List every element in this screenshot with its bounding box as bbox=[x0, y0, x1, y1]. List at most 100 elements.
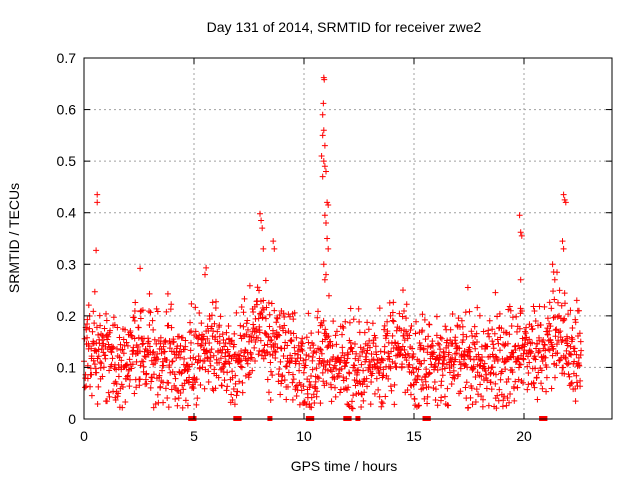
data-point bbox=[326, 361, 333, 368]
data-point bbox=[297, 355, 304, 362]
data-point bbox=[228, 391, 235, 398]
data-point bbox=[274, 344, 281, 351]
data-point bbox=[181, 367, 188, 374]
data-point bbox=[377, 348, 384, 355]
data-point bbox=[463, 379, 470, 386]
data-point bbox=[568, 351, 575, 358]
data-point bbox=[301, 398, 308, 405]
data-point bbox=[197, 342, 204, 349]
data-point bbox=[476, 312, 483, 319]
data-point bbox=[438, 378, 445, 385]
data-point bbox=[288, 336, 295, 343]
data-point bbox=[436, 341, 443, 348]
data-point bbox=[497, 376, 504, 383]
data-point bbox=[323, 380, 330, 387]
data-point bbox=[472, 333, 479, 340]
data-point bbox=[468, 328, 475, 335]
data-point bbox=[548, 305, 555, 312]
data-point bbox=[382, 393, 389, 400]
data-point bbox=[369, 320, 376, 327]
axis-ticks: 0 0.1 0.2 0.3 0.4 0.5 0.6 0.7 0 5 10 15 20 bbox=[57, 50, 612, 444]
data-point bbox=[165, 322, 172, 329]
data-point bbox=[462, 361, 469, 368]
data-point bbox=[561, 370, 568, 377]
data-point bbox=[324, 199, 331, 206]
data-point bbox=[511, 397, 518, 404]
data-point bbox=[156, 372, 163, 379]
data-point bbox=[450, 361, 457, 368]
data-point bbox=[122, 326, 129, 333]
data-point bbox=[310, 391, 317, 398]
data-point bbox=[472, 374, 479, 381]
data-point bbox=[339, 344, 346, 351]
data-point bbox=[254, 284, 261, 291]
data-point bbox=[111, 321, 118, 328]
y-tick-label: 0.2 bbox=[57, 308, 77, 324]
data-point bbox=[231, 330, 238, 337]
data-point bbox=[269, 327, 276, 334]
data-point bbox=[212, 298, 219, 305]
data-point bbox=[536, 347, 543, 354]
data-point bbox=[459, 323, 466, 330]
data-point bbox=[412, 330, 419, 337]
data-point bbox=[276, 332, 283, 339]
data-point bbox=[543, 388, 550, 395]
data-point bbox=[390, 318, 397, 325]
data-point bbox=[319, 132, 326, 139]
data-point bbox=[245, 355, 252, 362]
data-point bbox=[198, 320, 205, 327]
data-point bbox=[240, 323, 247, 330]
data-point bbox=[260, 297, 267, 304]
data-point bbox=[438, 394, 445, 401]
data-point bbox=[170, 338, 177, 345]
data-point bbox=[187, 355, 194, 362]
data-point bbox=[124, 373, 131, 380]
data-point bbox=[501, 393, 508, 400]
data-point bbox=[313, 393, 320, 400]
data-point bbox=[130, 314, 137, 321]
data-point bbox=[310, 342, 317, 349]
data-point bbox=[409, 354, 416, 361]
data-point bbox=[196, 364, 203, 371]
data-point bbox=[409, 364, 416, 371]
data-point bbox=[143, 380, 150, 387]
data-point bbox=[223, 387, 230, 394]
data-point bbox=[329, 342, 336, 349]
data-point bbox=[413, 379, 420, 386]
data-point bbox=[509, 314, 516, 321]
data-point bbox=[187, 319, 194, 326]
data-point bbox=[400, 307, 407, 314]
data-point bbox=[486, 333, 493, 340]
data-point bbox=[430, 349, 437, 356]
data-point bbox=[113, 380, 120, 387]
data-point bbox=[273, 319, 280, 326]
data-point bbox=[250, 309, 257, 316]
data-point bbox=[122, 398, 129, 405]
data-point bbox=[561, 290, 568, 297]
y-tick-label: 0.5 bbox=[57, 153, 77, 169]
data-point bbox=[176, 333, 183, 340]
data-point bbox=[519, 379, 526, 386]
data-point bbox=[333, 341, 340, 348]
data-point bbox=[532, 365, 539, 372]
data-point bbox=[137, 265, 144, 272]
data-point bbox=[562, 355, 569, 362]
data-point bbox=[264, 376, 271, 383]
y-tick-label: 0.3 bbox=[57, 256, 77, 272]
data-point bbox=[381, 343, 388, 350]
data-point bbox=[498, 368, 505, 375]
data-point bbox=[244, 317, 251, 324]
data-point bbox=[245, 371, 252, 378]
data-point bbox=[333, 328, 340, 335]
data-point bbox=[445, 342, 452, 349]
data-point bbox=[419, 327, 426, 334]
data-point bbox=[263, 304, 270, 311]
data-point bbox=[481, 360, 488, 367]
data-point bbox=[421, 395, 428, 402]
data-point bbox=[282, 329, 289, 336]
data-point bbox=[525, 381, 532, 388]
data-point bbox=[452, 340, 459, 347]
data-point bbox=[299, 347, 306, 354]
data-point bbox=[238, 303, 245, 310]
data-point bbox=[342, 318, 349, 325]
